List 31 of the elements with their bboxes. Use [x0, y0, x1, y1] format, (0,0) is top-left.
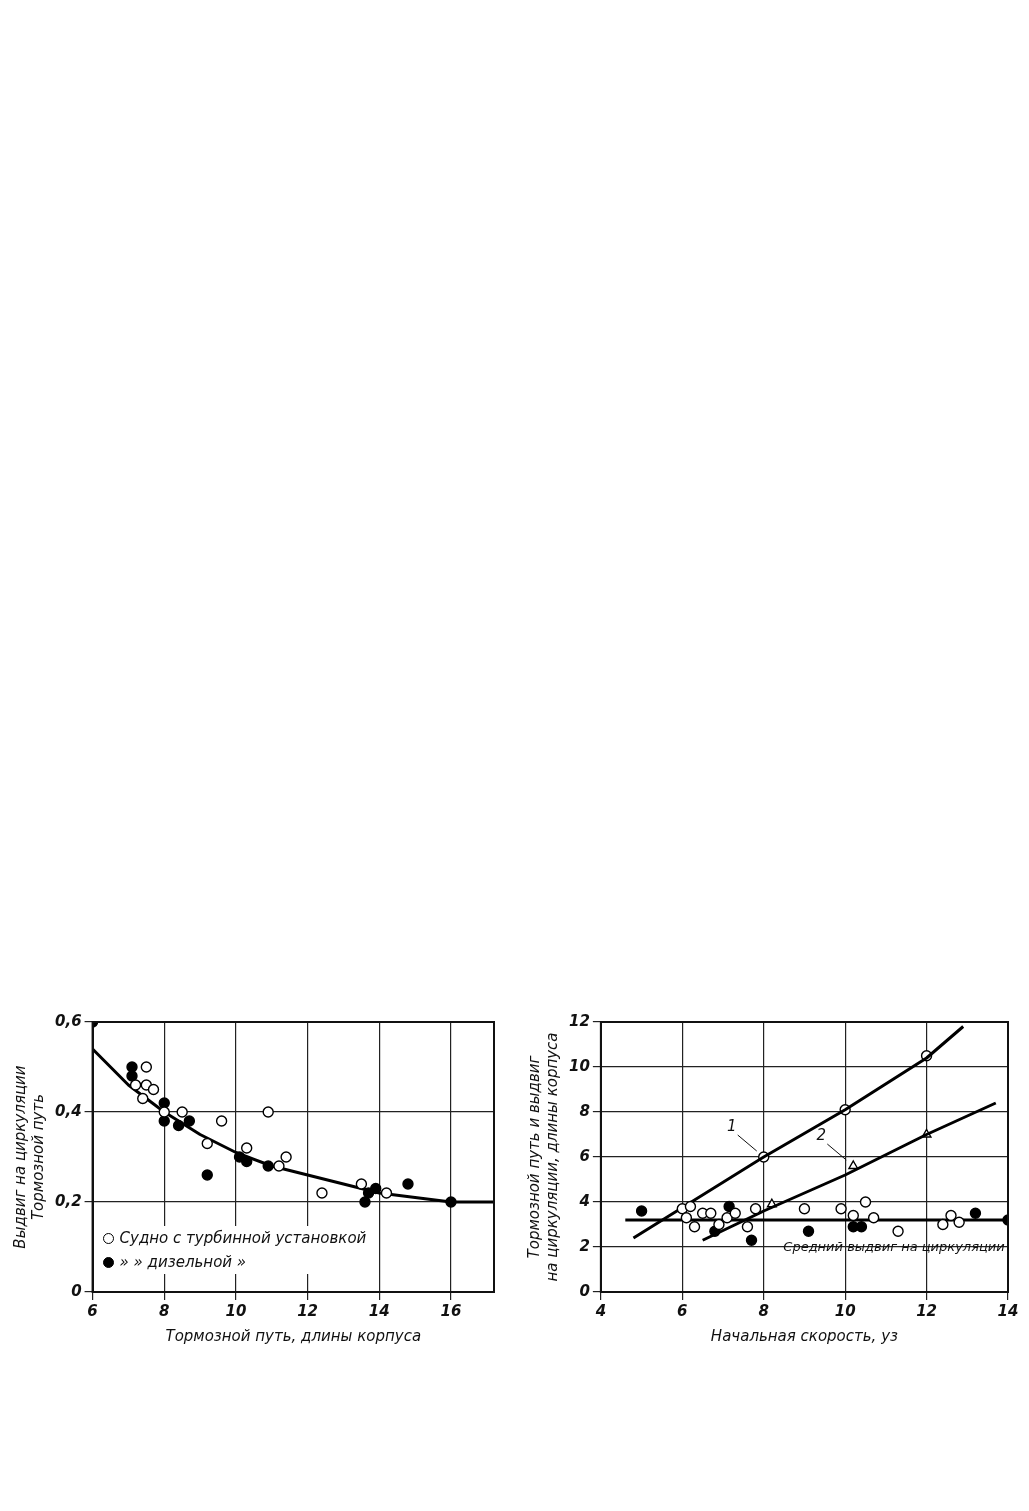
x-tick-label: 16: [440, 1301, 462, 1320]
x-tick-label: 8: [159, 1301, 170, 1320]
x-tick-label: 10: [834, 1301, 856, 1320]
y-axis-title: Тормозной путь и выдвиг на циркуляции, длины корпуса: [524, 1032, 561, 1282]
x-tick-label: 6: [677, 1301, 688, 1320]
annotation: 2: [816, 1125, 827, 1144]
x-tick-label: 14: [997, 1301, 1019, 1320]
y-tick-label: 8: [579, 1101, 590, 1120]
x-tick-label: 10: [225, 1301, 247, 1320]
legend-label: » » дизельной »: [119, 1252, 247, 1273]
annotation: 1: [726, 1116, 737, 1135]
y-tick-label: 4: [578, 1191, 590, 1210]
x-axis-title: Начальная скорость, уз: [710, 1326, 899, 1345]
x-tick-label: 12: [297, 1301, 319, 1320]
y-tick-label: 0,4: [54, 1101, 82, 1120]
y-tick-label: 6: [579, 1146, 590, 1165]
y-tick-label: 2: [579, 1236, 590, 1255]
y-tick-label: 0,6: [54, 1011, 82, 1030]
y-tick-label: 0: [71, 1281, 82, 1300]
x-tick-label: 4: [594, 1301, 607, 1320]
y-tick-label: 0,2: [54, 1191, 82, 1210]
y-tick-label: 0: [579, 1281, 590, 1300]
x-tick-label: 6: [87, 1301, 98, 1320]
x-tick-label: 8: [758, 1301, 769, 1320]
x-tick-label: 14: [368, 1301, 390, 1320]
y-tick-label: 12: [569, 1011, 590, 1030]
legend-label: Судно с турбинной установкой: [119, 1228, 367, 1249]
x-tick-label: 12: [916, 1301, 938, 1320]
x-axis-title: Тормозной путь, длины корпуса: [165, 1326, 422, 1345]
y-tick-label: 10: [569, 1056, 590, 1075]
y-axis-title: Выдвиг на циркуляции Тормозной путь: [10, 1065, 47, 1249]
